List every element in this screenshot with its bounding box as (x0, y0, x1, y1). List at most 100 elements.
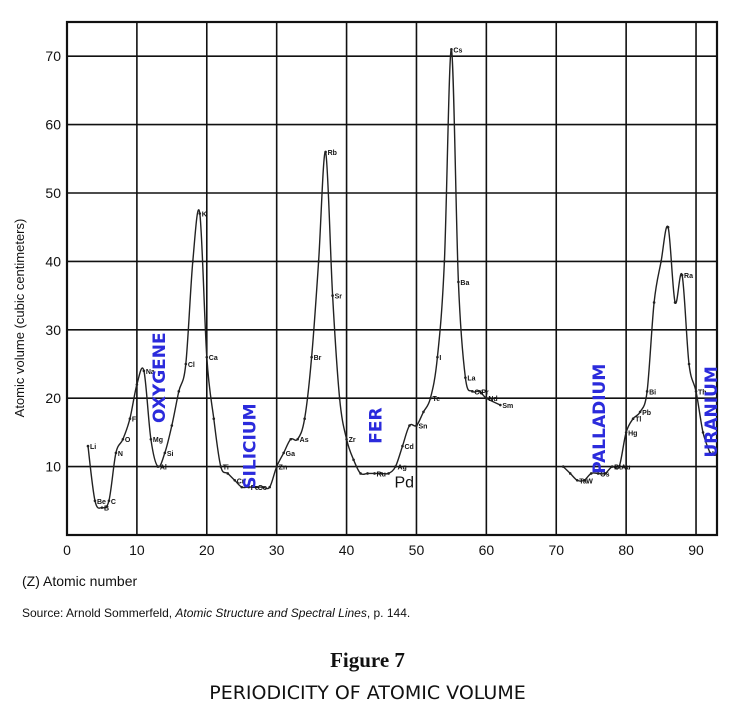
element-label: Ag (397, 465, 406, 472)
data-point (457, 280, 460, 284)
element-label: U (712, 451, 717, 458)
data-point (254, 485, 258, 489)
element-label: Ce (474, 389, 483, 396)
data-point (163, 451, 167, 455)
data-point (114, 451, 118, 455)
y-axis-ticks: 10 20 30 40 50 60 70 (45, 48, 61, 474)
data-point (464, 376, 467, 379)
data-point (177, 390, 181, 393)
data-point (429, 396, 432, 400)
y-tick-label: 20 (45, 390, 61, 406)
data-point (86, 444, 90, 448)
element-label: Bi (649, 389, 656, 396)
element-label: Ca (209, 355, 218, 362)
data-point (401, 444, 404, 448)
data-point (226, 472, 230, 475)
data-point (659, 260, 663, 263)
data-point (184, 362, 188, 366)
element-label: Ru (377, 471, 386, 478)
data-point (212, 417, 216, 421)
data-point (387, 472, 390, 475)
element-label: Pr (481, 389, 489, 396)
element-label: I (439, 355, 441, 362)
element-label: C (111, 499, 116, 506)
element-label: Si (167, 451, 174, 458)
chart-grid (65, 20, 719, 537)
annotation-label: SILICIUM (241, 403, 261, 488)
data-point (261, 485, 264, 489)
data-point (107, 499, 111, 503)
data-point (394, 465, 397, 468)
element-label: Tl (635, 417, 641, 424)
element-label: Be (97, 499, 106, 506)
data-point (135, 383, 139, 386)
data-point (708, 451, 712, 455)
data-point (485, 396, 488, 400)
data-point (478, 390, 481, 393)
element-label: Pd (395, 474, 415, 491)
data-point (694, 390, 698, 393)
y-tick-label: 30 (45, 322, 61, 338)
x-tick-label: 60 (479, 542, 495, 558)
element-label: Hg (628, 430, 637, 437)
data-point (352, 458, 355, 462)
x-axis-ticks: 0 10 20 30 40 50 60 70 80 90 (63, 542, 704, 558)
element-label: W (586, 478, 593, 485)
element-label: Th (698, 389, 707, 396)
element-label: Sr (335, 294, 343, 301)
data-point (240, 485, 244, 489)
annotation-label: OXYGENE (150, 332, 170, 423)
element-label: Ba (460, 280, 469, 287)
element-label: Ga (286, 451, 295, 458)
data-point (443, 260, 446, 263)
data-point (359, 472, 362, 475)
source-citation: Source: Arnold Sommerfeld, Atomic Struct… (22, 606, 410, 620)
y-tick-label: 60 (45, 117, 61, 133)
element-label: La (467, 376, 475, 383)
element-label: Os (600, 471, 609, 478)
data-point (408, 424, 411, 427)
element-label: Co (258, 485, 267, 492)
x-tick-label: 30 (269, 542, 285, 558)
chart-series (86, 48, 712, 509)
element-label: B (104, 506, 109, 513)
data-point (296, 437, 299, 441)
data-point (345, 437, 348, 441)
element-label: Pt (614, 465, 622, 472)
y-axis-label: Atomic volume (cubic centimeters) (12, 219, 27, 418)
element-label: Al (160, 465, 167, 472)
figure-title: PERIODICITY OF ATOMIC VOLUME (209, 682, 526, 704)
data-point (289, 437, 292, 441)
data-point (156, 465, 160, 468)
data-point (422, 410, 425, 414)
data-point (638, 410, 642, 414)
data-point (268, 485, 271, 489)
data-point (589, 472, 593, 475)
x-tick-label: 50 (409, 542, 425, 558)
data-point (499, 403, 502, 407)
x-tick-label: 0 (63, 542, 71, 558)
element-label: Zr (349, 437, 356, 444)
data-point (687, 362, 691, 366)
data-point (680, 273, 684, 277)
data-point (331, 294, 334, 297)
data-point (617, 465, 621, 468)
data-point (142, 369, 146, 373)
figure-number: Figure 7 (330, 648, 405, 672)
data-point (380, 472, 383, 475)
x-tick-label: 20 (199, 542, 215, 558)
annotations: OXYGENE SILICIUM FER PALLADIUM URANIUM (150, 332, 722, 488)
element-label: Ra (684, 273, 693, 280)
data-point (149, 437, 153, 441)
data-point (338, 396, 341, 400)
element-label: Sm (502, 403, 513, 410)
element-label: Li (90, 444, 96, 451)
source-title: Atomic Structure and Spectral Lines (175, 606, 367, 620)
data-point (436, 355, 439, 359)
data-point (415, 424, 418, 427)
x-tick-label: 80 (618, 542, 634, 558)
data-point (233, 478, 237, 482)
annotation-label: URANIUM (702, 366, 722, 457)
